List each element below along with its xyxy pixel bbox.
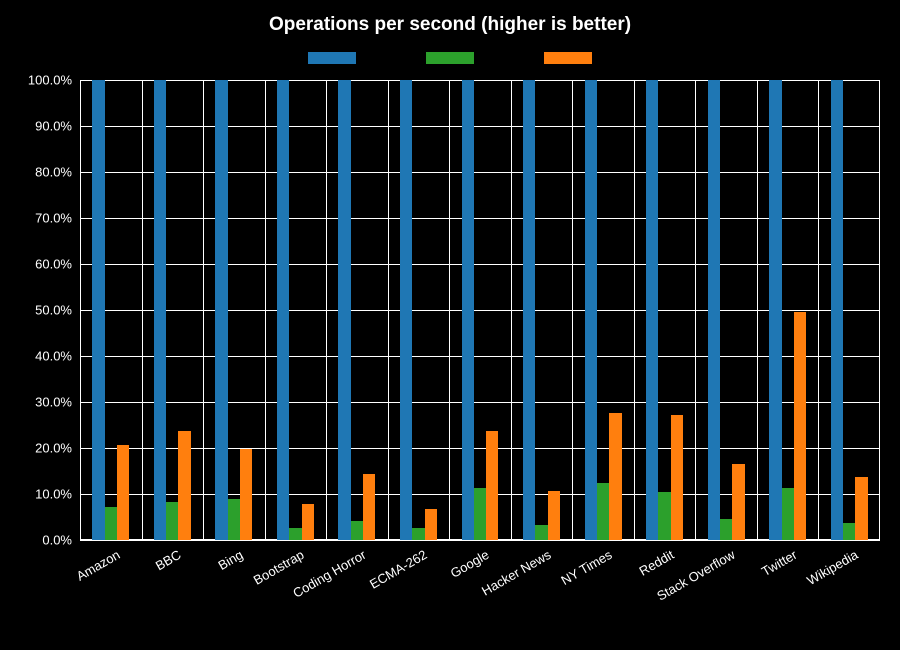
gridline-v [142, 80, 143, 540]
bar [363, 474, 375, 540]
bar [732, 464, 744, 540]
gridline-h [80, 448, 880, 449]
x-tick-label: Twitter [755, 540, 800, 579]
gridline-h [80, 402, 880, 403]
bar [597, 483, 609, 540]
legend-swatch-b [426, 52, 474, 64]
chart-container: Operations per second (higher is better)… [0, 0, 900, 650]
bar [486, 431, 498, 540]
bar [535, 525, 547, 540]
bar [855, 477, 867, 540]
bar [548, 491, 560, 540]
y-tick-label: 90.0% [35, 119, 80, 134]
y-tick-label: 70.0% [35, 211, 80, 226]
y-tick-label: 20.0% [35, 441, 80, 456]
gridline-v [634, 80, 635, 540]
y-tick-label: 50.0% [35, 303, 80, 318]
bar [658, 492, 670, 540]
gridline-h [80, 356, 880, 357]
bar [166, 502, 178, 540]
x-tick-label: Wikipedia [800, 540, 860, 588]
gridline-v [818, 80, 819, 540]
gridline-h [80, 126, 880, 127]
bar [720, 519, 732, 540]
bar [289, 528, 301, 540]
x-tick-label: Hacker News [475, 540, 553, 599]
gridline-v [695, 80, 696, 540]
bar [240, 449, 252, 540]
y-tick-label: 40.0% [35, 349, 80, 364]
bar [708, 80, 720, 540]
bar [843, 523, 855, 540]
x-tick-label: ECMA-262 [363, 540, 430, 592]
bar [794, 312, 806, 540]
gridline-v [449, 80, 450, 540]
bar [412, 528, 424, 540]
gridline-v [511, 80, 512, 540]
y-tick-label: 100.0% [28, 73, 80, 88]
gridline-h [80, 172, 880, 173]
y-tick-label: 80.0% [35, 165, 80, 180]
gridline-h [80, 80, 880, 81]
gridline-h [80, 264, 880, 265]
bar [92, 80, 104, 540]
bar [338, 80, 350, 540]
gridline-v [572, 80, 573, 540]
bar [523, 80, 535, 540]
x-tick-label: NY Times [554, 540, 614, 588]
bar [154, 80, 166, 540]
y-tick-label: 10.0% [35, 487, 80, 502]
legend [0, 52, 900, 64]
bar [117, 445, 129, 540]
gridline-v [265, 80, 266, 540]
legend-swatch-a [308, 52, 356, 64]
gridline-v [203, 80, 204, 540]
gridline-v [388, 80, 389, 540]
bar [646, 80, 658, 540]
y-tick-label: 60.0% [35, 257, 80, 272]
y-tick-label: 0.0% [42, 533, 80, 548]
plot-area: 0.0%10.0%20.0%30.0%40.0%50.0%60.0%70.0%8… [80, 80, 880, 540]
bar [400, 80, 412, 540]
bar [105, 507, 117, 540]
bar [178, 431, 190, 540]
chart-title: Operations per second (higher is better) [0, 14, 900, 36]
legend-swatch-c [544, 52, 592, 64]
bar [302, 504, 314, 540]
gridline-h [80, 218, 880, 219]
bar [609, 413, 621, 540]
bar [782, 488, 794, 540]
gridline-v [326, 80, 327, 540]
bar [585, 80, 597, 540]
bar [831, 80, 843, 540]
bar [215, 80, 227, 540]
bar [769, 80, 781, 540]
bar [425, 509, 437, 540]
bar [671, 415, 683, 540]
bar [474, 488, 486, 540]
bar [462, 80, 474, 540]
y-tick-label: 30.0% [35, 395, 80, 410]
gridline-v [757, 80, 758, 540]
bar [351, 521, 363, 540]
x-tick-label: BBC [149, 540, 184, 573]
gridline-h [80, 310, 880, 311]
bar [277, 80, 289, 540]
x-tick-label: Bing [211, 540, 245, 573]
bar [228, 499, 240, 540]
